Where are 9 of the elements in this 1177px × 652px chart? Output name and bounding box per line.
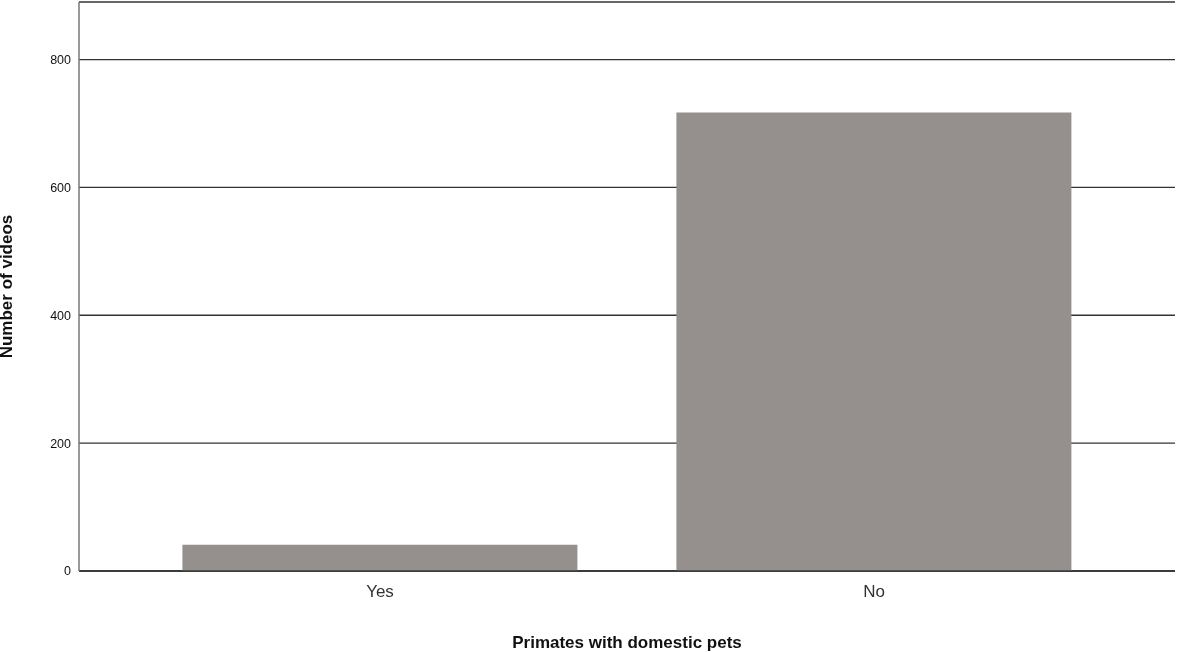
x-tick-label: Yes bbox=[366, 582, 394, 602]
y-tick-label: 600 bbox=[50, 180, 72, 195]
y-tick-label: 200 bbox=[50, 436, 72, 451]
x-tick-label: No bbox=[863, 582, 885, 602]
y-tick-label: 800 bbox=[50, 52, 72, 67]
y-tick-label: 0 bbox=[64, 564, 72, 579]
y-tick-label: 400 bbox=[50, 308, 72, 323]
x-axis-title: Primates with domestic pets bbox=[512, 633, 742, 652]
y-axis-title: Number of videos bbox=[0, 214, 17, 359]
